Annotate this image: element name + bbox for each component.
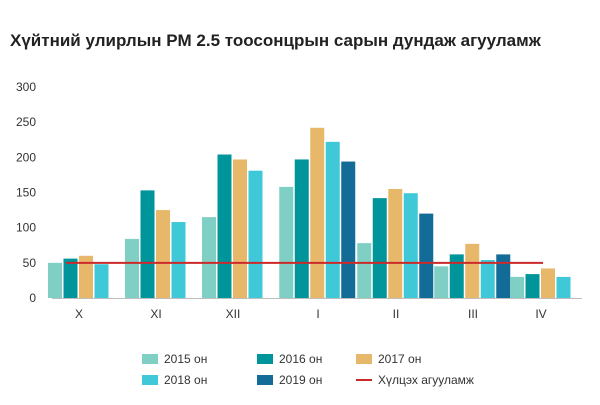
y-tick-label: 50 bbox=[23, 256, 37, 270]
legend: 2015 он 2016 он 2017 он 2018 он 2019 он Хүлцэ… bbox=[142, 352, 474, 387]
legend-swatch bbox=[142, 354, 158, 364]
bar-2017-он-II bbox=[388, 188, 403, 298]
bar-2019-он-III bbox=[496, 254, 511, 298]
bar-2016-он-X bbox=[63, 258, 78, 298]
legend-label: 2019 он bbox=[279, 373, 322, 387]
bar-2017-он-IV bbox=[541, 268, 555, 298]
bar-2016-он-XI bbox=[140, 190, 155, 298]
bar-2015-он-III bbox=[434, 266, 449, 298]
legend-label: 2015 он bbox=[164, 352, 207, 366]
x-tick-label: II bbox=[393, 307, 400, 321]
bars bbox=[48, 127, 571, 298]
y-tick-label: 0 bbox=[29, 291, 36, 305]
bar-2018-он-XII bbox=[248, 170, 263, 298]
x-tick-label: X bbox=[75, 307, 83, 321]
bar-2015-он-I bbox=[279, 186, 294, 298]
legend-swatch bbox=[142, 375, 158, 385]
legend-label: 2017 он bbox=[378, 352, 421, 366]
bar-2018-он-III bbox=[480, 260, 495, 298]
legend-swatch bbox=[257, 354, 273, 364]
y-axis: 0 50 100 150 200 250 300 bbox=[16, 80, 36, 305]
bar-2016-он-IV bbox=[525, 274, 540, 298]
bar-2018-он-XI bbox=[171, 222, 186, 298]
x-tick-label: I bbox=[316, 307, 319, 321]
bar-2016-он-II bbox=[372, 198, 387, 298]
bar-2017-он-I bbox=[310, 127, 325, 298]
bar-2017-он-X bbox=[79, 255, 93, 298]
legend-swatch bbox=[257, 375, 273, 385]
x-axis: X XI XII I II III IV bbox=[52, 298, 582, 321]
y-tick-label: 200 bbox=[16, 150, 36, 164]
bar-2015-он-XI bbox=[125, 238, 139, 298]
x-tick-label: XI bbox=[150, 307, 161, 321]
x-tick-label: XII bbox=[226, 307, 241, 321]
bar-2018-он-I bbox=[325, 141, 340, 298]
y-tick-label: 150 bbox=[16, 186, 36, 200]
legend-label: 2018 он bbox=[164, 373, 207, 387]
y-tick-label: 250 bbox=[16, 115, 36, 129]
bar-2016-он-XII bbox=[217, 154, 232, 298]
bar-2017-он-III bbox=[465, 243, 480, 298]
bar-2018-он-IV bbox=[556, 276, 571, 298]
chart-title: Хүйтний улирлын PM 2.5 тоосонцрын сарын … bbox=[10, 31, 542, 50]
y-tick-label: 300 bbox=[16, 80, 36, 94]
x-tick-label: III bbox=[468, 307, 478, 321]
bar-2015-он-II bbox=[357, 243, 372, 298]
bar-2016-он-I bbox=[294, 159, 309, 298]
legend-swatch bbox=[356, 354, 372, 364]
y-tick-label: 100 bbox=[16, 221, 36, 235]
bar-2017-он-XII bbox=[233, 159, 247, 298]
bar-2019-он-II bbox=[419, 213, 434, 298]
legend-label: 2016 он bbox=[279, 352, 322, 366]
x-tick-label: IV bbox=[535, 307, 546, 321]
legend-label: Хүлцэх агууламж bbox=[378, 373, 474, 387]
bar-2015-он-X bbox=[48, 262, 62, 298]
bar-2018-он-II bbox=[403, 193, 418, 298]
bar-2015-он-XII bbox=[202, 217, 216, 298]
bar-2015-он-IV bbox=[510, 276, 524, 298]
bar-2016-он-III bbox=[449, 254, 464, 298]
bar-2017-он-XI bbox=[156, 210, 170, 298]
bar-2019-он-I bbox=[341, 161, 356, 298]
bar-2018-он-X bbox=[94, 264, 109, 298]
